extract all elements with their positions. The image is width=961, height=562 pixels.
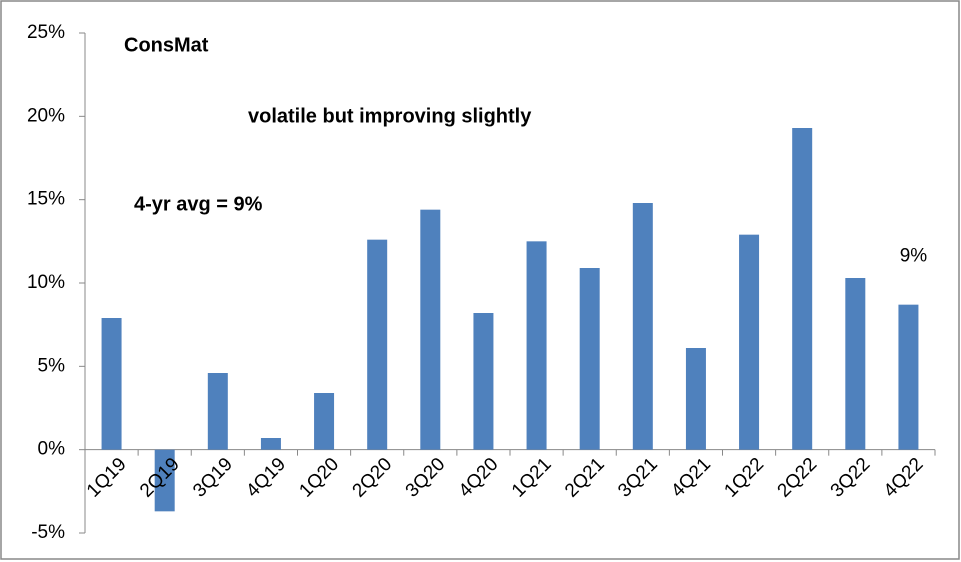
bar [101, 318, 122, 450]
y-tick-label: -5% [31, 522, 65, 543]
bar [739, 234, 760, 450]
data-label: 9% [900, 246, 928, 267]
bar [579, 268, 600, 450]
bar [154, 449, 175, 512]
y-tick-label: 25% [27, 22, 65, 43]
bar [314, 393, 335, 450]
y-tick-label: 10% [27, 272, 65, 293]
bar [420, 209, 441, 450]
bar [685, 348, 706, 450]
annotation: volatile but improving slightly [248, 105, 532, 127]
bar [260, 438, 281, 450]
annotation: 4-yr avg = 9% [134, 193, 263, 215]
bar [632, 203, 653, 450]
y-tick-label: 15% [27, 189, 65, 210]
bar [792, 128, 813, 450]
bar [473, 313, 494, 450]
bar [367, 239, 388, 450]
bar [845, 278, 866, 450]
bar [526, 241, 547, 450]
y-tick-label: 0% [38, 439, 66, 460]
bar [898, 304, 919, 450]
bar [207, 373, 228, 450]
y-tick-label: 5% [38, 355, 66, 376]
chart-title: ConsMat [124, 34, 209, 56]
y-tick-label: 20% [27, 105, 65, 126]
